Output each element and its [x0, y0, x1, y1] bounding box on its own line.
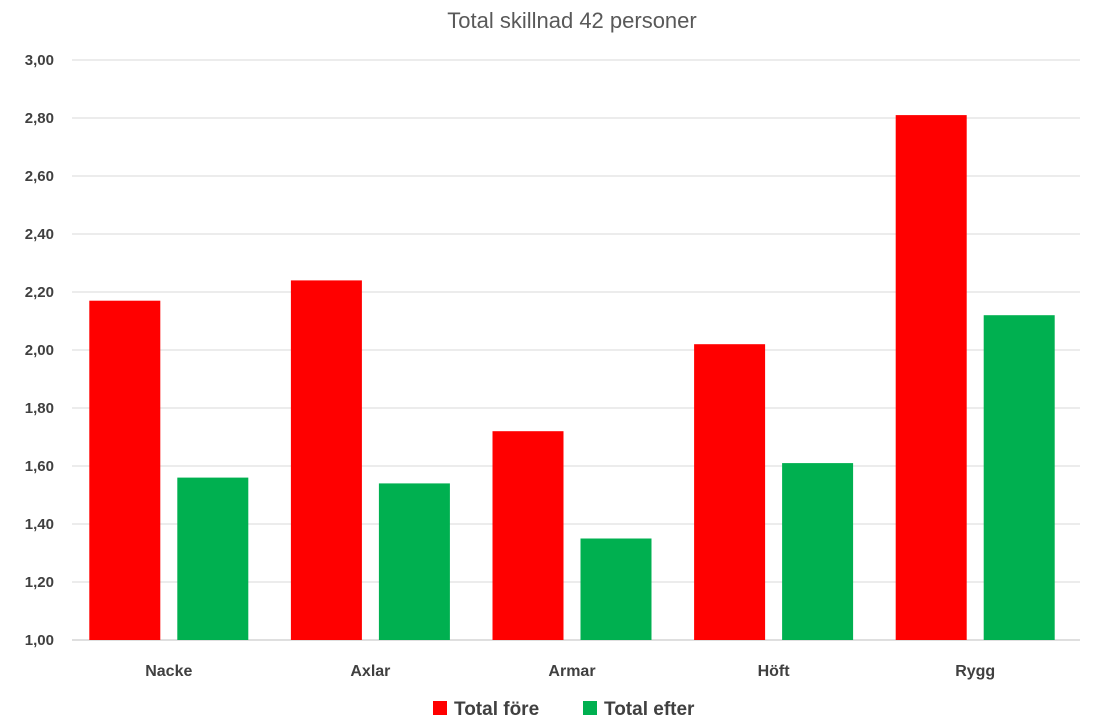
x-tick-label: Höft	[758, 663, 791, 680]
bar-total-efter	[782, 463, 854, 640]
x-tick-label: Armar	[548, 663, 595, 680]
bar-total-efter	[378, 483, 450, 640]
y-tick-label: 2,80	[25, 110, 54, 127]
y-tick-label: 1,40	[25, 516, 54, 533]
y-tick-label: 2,20	[25, 284, 54, 301]
x-tick-label: Nacke	[145, 663, 192, 680]
y-tick-label: 2,40	[25, 226, 54, 243]
x-tick-label: Axlar	[350, 663, 390, 680]
y-tick-label: 1,20	[25, 574, 54, 591]
bars	[89, 115, 1055, 641]
y-tick-label: 1,00	[25, 632, 54, 649]
legend-swatch	[583, 701, 597, 715]
bar-total-efter	[580, 538, 652, 640]
y-tick-label: 1,60	[25, 458, 54, 475]
y-tick-label: 2,00	[25, 342, 54, 359]
bar-total-fore	[492, 431, 564, 640]
bar-total-fore	[290, 280, 362, 640]
y-tick-label: 3,00	[25, 52, 54, 69]
bar-total-fore	[89, 300, 161, 640]
bar-total-efter	[177, 477, 249, 640]
legend-label: Total före	[454, 699, 539, 720]
bar-total-fore	[694, 344, 766, 640]
legend: Total före Total efter	[433, 699, 695, 720]
x-axis-ticks: Nacke Axlar Armar Höft Rygg	[145, 663, 995, 680]
y-tick-label: 2,60	[25, 168, 54, 185]
bar-total-efter	[983, 315, 1055, 640]
y-tick-label: 1,80	[25, 400, 54, 417]
y-axis-ticks: 1,00 1,20 1,40 1,60 1,80 2,00 2,20 2,40 2,60 2,80…	[25, 52, 54, 649]
legend-label: Total efter	[604, 699, 695, 720]
bar-total-fore	[895, 115, 967, 641]
chart-title: Total skillnad 42 personer	[447, 8, 696, 33]
x-tick-label: Rygg	[955, 663, 995, 680]
legend-swatch	[433, 701, 447, 715]
